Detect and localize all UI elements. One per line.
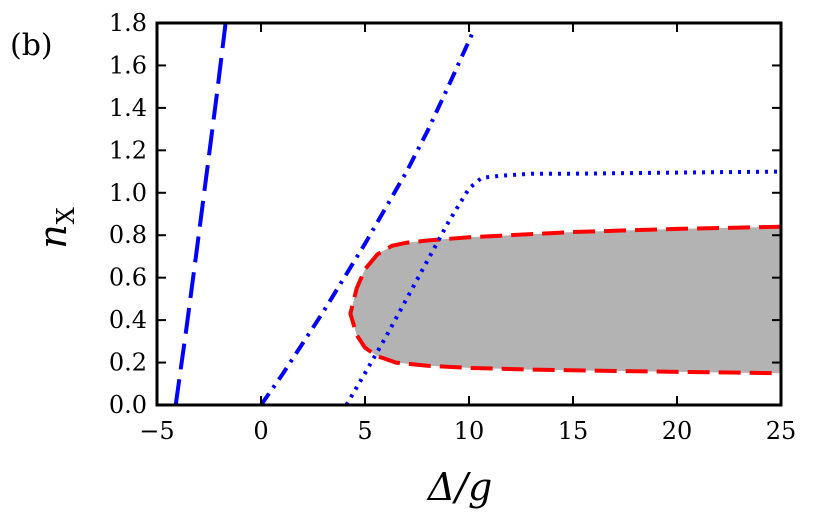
y-tick-label: 0.6 — [109, 264, 147, 292]
y-tick-label: 1.4 — [109, 94, 147, 122]
feasible-region-fill — [350, 226, 781, 374]
series-line-dashed — [173, 23, 228, 405]
y-axis-label: nX — [31, 207, 80, 249]
panel-label: (b) — [10, 28, 53, 63]
y-axis-label-sub: X — [52, 207, 80, 224]
x-tick-label: 20 — [662, 417, 693, 445]
ticks: −5 0 5 10 15 20 25 0.0 0.2 0.4 0.6 0.8 1.0 1.2 1.4 1.6 1… — [109, 9, 796, 445]
y-tick-label: 0.0 — [109, 391, 147, 419]
series-group — [173, 23, 781, 405]
x-tick-label: 0 — [253, 417, 268, 445]
svg-text:nX: nX — [31, 207, 80, 249]
series-line-dashdot — [259, 30, 476, 405]
y-tick-label: 1.6 — [109, 51, 147, 79]
y-tick-label: 0.2 — [109, 349, 147, 377]
y-tick-label: 0.4 — [109, 306, 147, 334]
feasible-region-boundary — [348, 224, 781, 376]
x-tick-label: 10 — [454, 417, 485, 445]
x-axis-label: Δ/g — [426, 465, 493, 509]
plot-area — [173, 23, 781, 405]
x-tick-label: 15 — [558, 417, 589, 445]
y-tick-label: 0.8 — [109, 221, 147, 249]
y-tick-label: 1.0 — [109, 179, 147, 207]
x-tick-label: 25 — [766, 417, 797, 445]
y-tick-label: 1.2 — [109, 136, 147, 164]
x-tick-label: 5 — [357, 417, 372, 445]
y-tick-label: 1.8 — [109, 9, 147, 37]
y-axis-label-main: n — [31, 224, 75, 248]
x-tick-label: −5 — [139, 417, 174, 445]
